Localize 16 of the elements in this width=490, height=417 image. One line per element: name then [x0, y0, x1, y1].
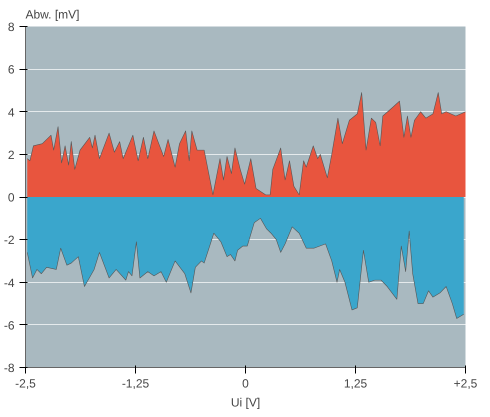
x-tick-label: -1,25 — [122, 376, 150, 390]
y-tick-label: -6 — [4, 318, 15, 332]
x-tick-label: 1,25 — [344, 376, 368, 390]
y-tick-label: 2 — [8, 148, 15, 162]
y-tick-label: -4 — [4, 276, 15, 290]
x-tick-label: -2,5 — [15, 376, 36, 390]
y-tick-label: 6 — [8, 62, 15, 77]
y-tick-label: -8 — [4, 361, 15, 375]
x-tick-label: +2,5 — [454, 376, 478, 390]
y-tick-label: -2 — [4, 233, 15, 248]
y-tick-label: 0 — [8, 190, 15, 204]
y-tick-label: 8 — [8, 20, 15, 34]
x-axis-title: Ui [V] — [230, 396, 260, 410]
x-tick-label: 0 — [242, 376, 250, 390]
y-axis-title: Abw. [mV] — [26, 8, 80, 22]
y-tick-label: 4 — [8, 105, 15, 120]
